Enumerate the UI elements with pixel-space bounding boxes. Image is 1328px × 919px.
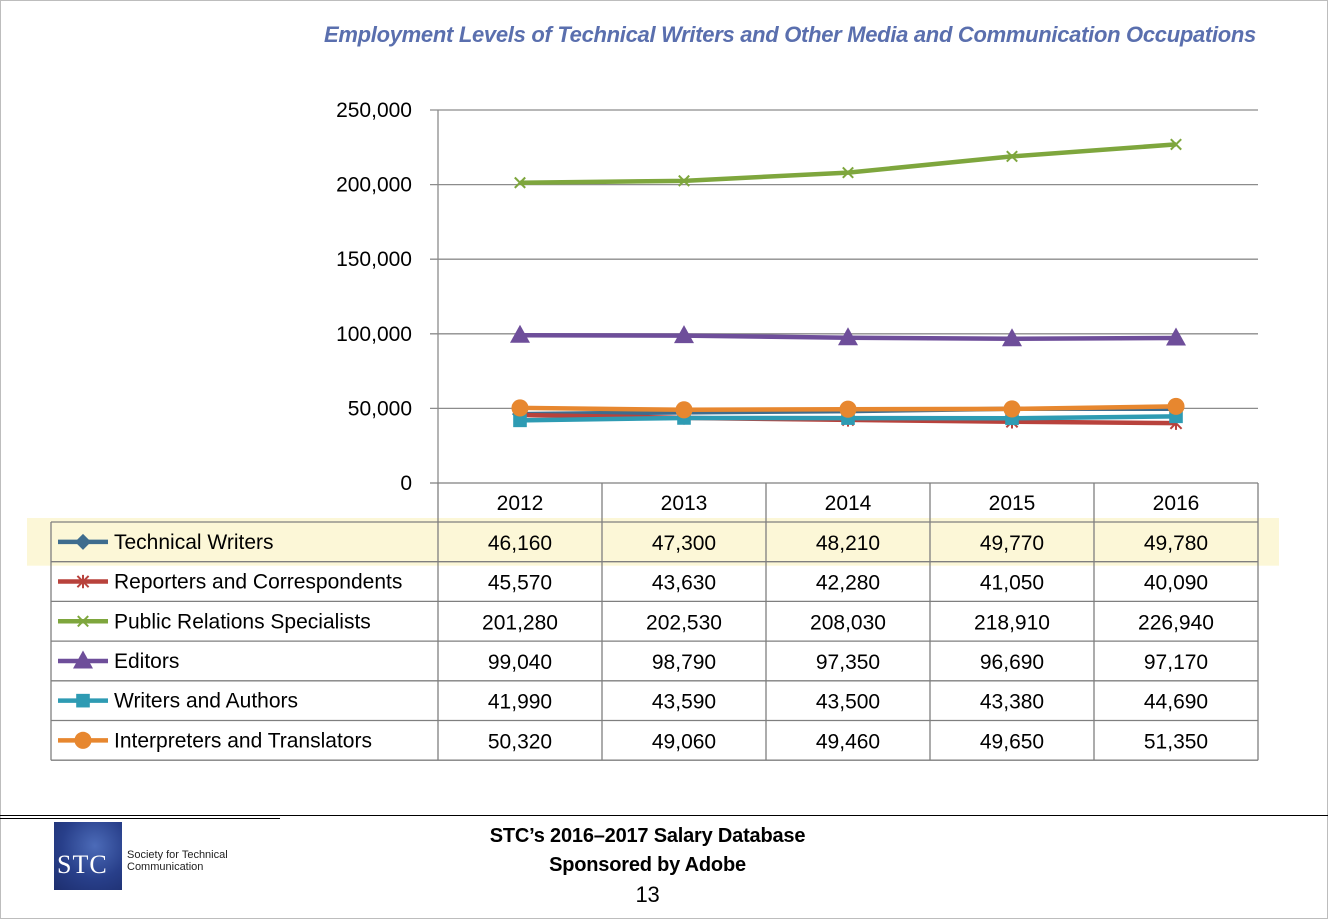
point-editors-2014 bbox=[838, 327, 858, 346]
cell-writers-and-authors-2013: 43,590 bbox=[652, 691, 716, 714]
stc-logo bbox=[54, 822, 122, 890]
footer-title: STC’s 2016–2017 Salary Database Sponsore… bbox=[460, 822, 835, 909]
x-category-2014: 2014 bbox=[825, 492, 872, 515]
cell-writers-and-authors-2016: 44,690 bbox=[1144, 691, 1208, 714]
footer-divider-short bbox=[0, 818, 280, 819]
series-name-editors: Editors bbox=[114, 650, 179, 673]
point-public-relations-specialists-2015 bbox=[1006, 150, 1018, 163]
legend-marker-writers-and-authors bbox=[76, 693, 90, 708]
cell-editors-2013: 98,790 bbox=[652, 651, 716, 674]
cell-editors-2012: 99,040 bbox=[488, 651, 552, 674]
cell-reporters-and-correspondents-2013: 43,630 bbox=[652, 572, 716, 595]
highlighted-row-bg bbox=[27, 518, 1279, 566]
legend-marker-reporters-and-correspondents bbox=[76, 574, 90, 589]
cell-interpreters-and-translators-2012: 50,320 bbox=[488, 730, 552, 753]
cell-technical-writers-2012: 46,160 bbox=[488, 532, 552, 555]
series-line-public-relations-specialists bbox=[519, 142, 1177, 185]
legend-marker-editors bbox=[73, 650, 93, 669]
organization-name: Society for Technical Communication bbox=[127, 849, 228, 873]
point-editors-2012 bbox=[510, 324, 530, 343]
cell-editors-2016: 97,170 bbox=[1144, 651, 1208, 674]
point-public-relations-specialists-2014 bbox=[842, 166, 854, 179]
cell-interpreters-and-translators-2016: 51,350 bbox=[1144, 730, 1208, 753]
cell-technical-writers-2013: 47,300 bbox=[652, 532, 716, 555]
series-name-reporters-and-correspondents: Reporters and Correspondents bbox=[114, 571, 402, 594]
cell-interpreters-and-translators-2013: 49,060 bbox=[652, 730, 716, 753]
series-name-public-relations-specialists: Public Relations Specialists bbox=[114, 610, 371, 633]
point-interpreters-and-translators-2016 bbox=[1167, 397, 1185, 415]
cell-public-relations-specialists-2012: 201,280 bbox=[482, 611, 558, 634]
x-category-2012: 2012 bbox=[497, 492, 544, 515]
cell-editors-2014: 97,350 bbox=[816, 651, 880, 674]
footer-line-1: STC’s 2016–2017 Salary Database bbox=[489, 825, 806, 847]
x-category-2013: 2013 bbox=[661, 492, 708, 515]
cell-reporters-and-correspondents-2015: 41,050 bbox=[980, 572, 1044, 595]
cell-writers-and-authors-2012: 41,990 bbox=[488, 691, 552, 714]
point-editors-2013 bbox=[674, 325, 694, 344]
y-tick-label-0: 0 bbox=[400, 472, 412, 495]
cell-public-relations-specialists-2013: 202,530 bbox=[646, 611, 722, 634]
series-name-technical-writers: Technical Writers bbox=[114, 531, 274, 554]
page-number: 13 bbox=[635, 882, 660, 907]
point-interpreters-and-translators-2015 bbox=[1003, 400, 1021, 418]
y-tick-label-50000: 50,000 bbox=[348, 397, 412, 420]
cell-reporters-and-correspondents-2016: 40,090 bbox=[1144, 572, 1208, 595]
point-interpreters-and-translators-2013 bbox=[675, 401, 693, 419]
legend-marker-interpreters-and-translators bbox=[74, 731, 92, 749]
cell-public-relations-specialists-2016: 226,940 bbox=[1138, 611, 1214, 634]
cell-public-relations-specialists-2015: 218,910 bbox=[974, 611, 1050, 634]
cell-technical-writers-2016: 49,780 bbox=[1144, 532, 1208, 555]
y-tick-label-100000: 100,000 bbox=[336, 323, 412, 346]
cell-technical-writers-2015: 49,770 bbox=[980, 532, 1044, 555]
series-name-interpreters-and-translators: Interpreters and Translators bbox=[114, 729, 372, 752]
point-public-relations-specialists-2013 bbox=[678, 174, 690, 187]
cell-technical-writers-2014: 48,210 bbox=[816, 532, 880, 555]
series-name-writers-and-authors: Writers and Authors bbox=[114, 690, 298, 713]
point-public-relations-specialists-2016 bbox=[1170, 138, 1182, 151]
point-interpreters-and-translators-2014 bbox=[839, 400, 857, 418]
point-editors-2015 bbox=[1002, 328, 1022, 347]
stc-logo-text: STC bbox=[57, 850, 108, 879]
point-public-relations-specialists-2012 bbox=[514, 176, 526, 189]
footer-divider bbox=[0, 815, 1328, 816]
y-tick-label-250000: 250,000 bbox=[336, 99, 412, 122]
y-tick-label-150000: 150,000 bbox=[336, 248, 412, 271]
cell-editors-2015: 96,690 bbox=[980, 651, 1044, 674]
x-category-2016: 2016 bbox=[1153, 492, 1200, 515]
cell-writers-and-authors-2014: 43,500 bbox=[816, 691, 880, 714]
chart-title: Employment Levels of Technical Writers a… bbox=[324, 22, 1256, 47]
line-chart: 0 50,000 100,000 150,000 200,000 250,000 2012 2… bbox=[27, 99, 1279, 761]
cell-writers-and-authors-2015: 43,380 bbox=[980, 691, 1044, 714]
point-writers-and-authors-2012 bbox=[513, 413, 527, 428]
legend-marker-technical-writers bbox=[75, 533, 91, 550]
point-interpreters-and-translators-2012 bbox=[511, 399, 529, 417]
y-tick-label-200000: 200,000 bbox=[336, 174, 412, 197]
point-editors-2016 bbox=[1166, 327, 1186, 346]
cell-reporters-and-correspondents-2014: 42,280 bbox=[816, 572, 880, 595]
cell-interpreters-and-translators-2015: 49,650 bbox=[980, 730, 1044, 753]
legend-marker-public-relations-specialists bbox=[77, 615, 89, 628]
cell-reporters-and-correspondents-2012: 45,570 bbox=[488, 572, 552, 595]
cell-interpreters-and-translators-2014: 49,460 bbox=[816, 730, 880, 753]
footer-line-2: Sponsored by Adobe bbox=[549, 854, 746, 876]
x-category-2015: 2015 bbox=[989, 492, 1036, 515]
cell-public-relations-specialists-2014: 208,030 bbox=[810, 611, 886, 634]
